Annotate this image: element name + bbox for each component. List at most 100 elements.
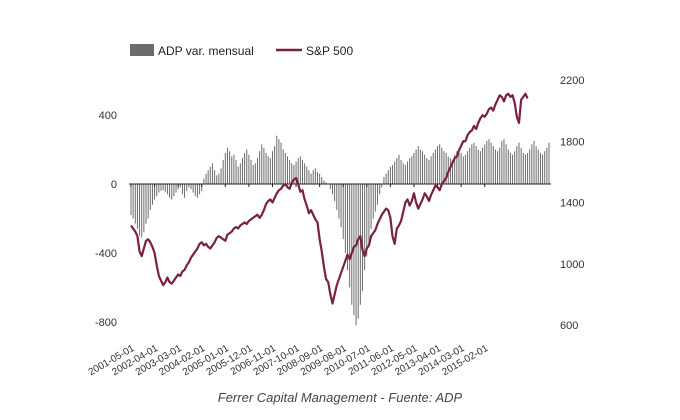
adp-bar (252, 165, 254, 184)
adp-bar (471, 144, 473, 184)
adp-bar (274, 146, 276, 184)
adp-bar (289, 159, 291, 184)
adp-bar (222, 159, 224, 184)
adp-bar (494, 149, 496, 184)
adp-bar (248, 154, 250, 184)
adp-bar (282, 149, 284, 184)
adp-bar (529, 149, 531, 184)
adp-bar (181, 184, 183, 195)
adp-bar (434, 149, 436, 184)
adp-bar (201, 184, 203, 191)
adp-bar (323, 180, 325, 184)
adp-bar (454, 154, 456, 184)
adp-bar (179, 184, 181, 188)
adp-bar (156, 184, 158, 197)
adp-bar (224, 152, 226, 184)
adp-bar (151, 184, 153, 205)
adp-bar (531, 144, 533, 184)
adp-bar (359, 184, 361, 305)
adp-bar (256, 158, 258, 185)
adp-bar (308, 170, 310, 184)
adp-bar (469, 147, 471, 184)
adp-bar (254, 163, 256, 184)
adp-bar (141, 184, 143, 238)
adp-bar (417, 146, 419, 184)
legend-label-adp: ADP var. mensual (158, 44, 254, 58)
adp-bar (460, 152, 462, 184)
adp-bar (158, 184, 160, 193)
adp-bar (186, 184, 188, 191)
adp-bar (464, 154, 466, 184)
adp-bar (130, 184, 132, 216)
adp-bar (546, 147, 548, 184)
adp-bar (533, 140, 535, 185)
adp-bar (244, 152, 246, 184)
adp-bar (299, 156, 301, 184)
adp-bar (171, 184, 173, 200)
sp500-line (130, 92, 529, 305)
adp-bar (149, 184, 151, 210)
adp-bar (497, 151, 499, 184)
adp-bar (336, 184, 338, 210)
adp-bar (432, 152, 434, 184)
adp-bar (372, 184, 374, 219)
adp-bar (338, 184, 340, 219)
adp-bar (267, 156, 269, 184)
adp-bar (295, 161, 297, 184)
adp-bar (539, 152, 541, 184)
adp-bar (263, 147, 265, 184)
adp-bar (239, 163, 241, 184)
right-tick-label: 600 (560, 320, 578, 332)
adp-bar (400, 159, 402, 184)
adp-bar (269, 158, 271, 185)
adp-bar (199, 184, 201, 195)
adp-bar (486, 140, 488, 185)
adp-bar (362, 184, 364, 291)
adp-bar (392, 165, 394, 184)
adp-bar (505, 144, 507, 184)
adp-bar (499, 147, 501, 184)
adp-bar (383, 177, 385, 184)
adp-bar (514, 151, 516, 184)
adp-bar (218, 173, 220, 184)
adp-bar (286, 156, 288, 184)
adp-bar (237, 166, 239, 184)
adp-bar (477, 149, 479, 184)
adp-bar (544, 151, 546, 184)
adp-bar (351, 184, 353, 305)
adp-bar (284, 152, 286, 184)
adp-bar (422, 151, 424, 184)
adp-bar (162, 184, 164, 191)
left-tick-label: 0 (111, 179, 117, 191)
adp-bar (312, 170, 314, 184)
adp-bar (368, 184, 370, 243)
adp-bar (250, 159, 252, 184)
sp500-line-layer (130, 92, 529, 305)
adp-bar (325, 182, 327, 184)
adp-bar (145, 184, 147, 224)
legend-swatch-bars (130, 44, 154, 56)
adp-bar (456, 151, 458, 184)
left-tick-label: -400 (95, 248, 117, 260)
adp-bar (428, 159, 430, 184)
adp-bar (184, 184, 186, 198)
adp-bar (426, 158, 428, 185)
adp-bar (527, 152, 529, 184)
adp-bar (169, 184, 171, 198)
adp-bar (473, 142, 475, 184)
adp-bar (280, 142, 282, 184)
adp-bar (482, 147, 484, 184)
adp-bar (173, 184, 175, 197)
adp-bar (507, 149, 509, 184)
adp-bar (136, 184, 138, 229)
adp-bar (301, 159, 303, 184)
adp-bar (458, 149, 460, 184)
legend: ADP var. mensual S&P 500 (130, 44, 353, 58)
adp-bar (278, 139, 280, 184)
adp-bar (396, 158, 398, 185)
adp-bar (402, 163, 404, 184)
adp-bar (276, 135, 278, 184)
adp-bar (409, 158, 411, 185)
adp-bar (297, 158, 299, 185)
adp-bar (164, 184, 166, 192)
